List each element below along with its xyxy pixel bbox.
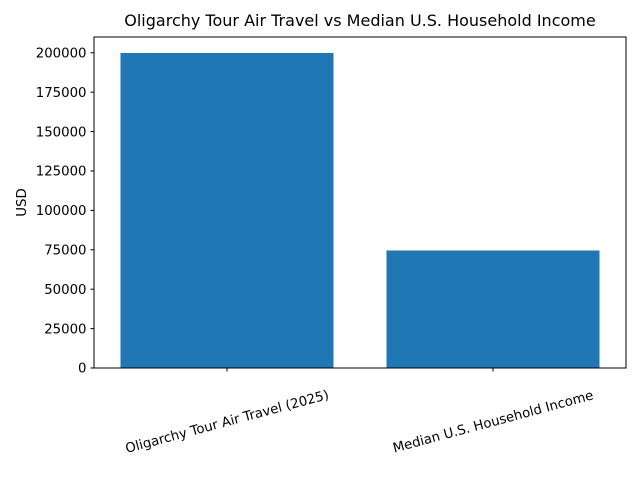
y-tick-label: 150000 bbox=[36, 125, 87, 140]
y-tick-label: 50000 bbox=[44, 283, 86, 298]
chart-title: Oligarchy Tour Air Travel vs Median U.S.… bbox=[124, 11, 595, 30]
bar bbox=[120, 52, 334, 368]
y-axis-label: USD bbox=[15, 188, 30, 216]
x-tick-label: Oligarchy Tour Air Travel (2025) bbox=[124, 388, 331, 457]
bars-layer bbox=[120, 52, 600, 368]
y-tick-label: 125000 bbox=[36, 165, 87, 180]
y-tick-label: 100000 bbox=[36, 204, 87, 219]
y-tick-label: 175000 bbox=[36, 86, 87, 101]
x-tick-label: Median U.S. Household Income bbox=[391, 388, 595, 456]
y-tick-label: 25000 bbox=[44, 322, 86, 337]
y-tick-label: 200000 bbox=[36, 46, 87, 61]
bar bbox=[386, 250, 600, 368]
y-tick-label: 0 bbox=[78, 362, 86, 377]
y-tick-label: 75000 bbox=[44, 243, 86, 258]
plot-frame bbox=[93, 36, 627, 369]
